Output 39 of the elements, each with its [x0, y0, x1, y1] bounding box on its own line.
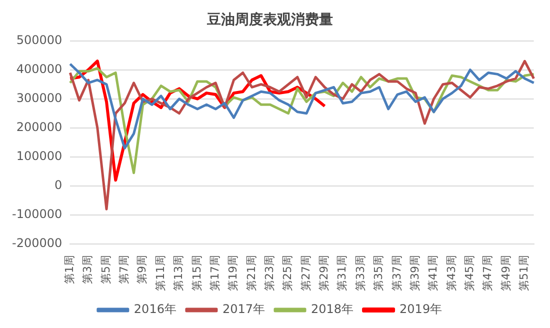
y-tick-label: 500000	[16, 32, 62, 47]
x-tick-label: 第7周	[118, 255, 131, 284]
x-tick-label: 第17周	[208, 255, 222, 292]
x-tick-label: 第41周	[426, 255, 440, 292]
x-tick-label: 第11周	[154, 255, 167, 292]
y-tick-label: 100000	[16, 149, 62, 164]
x-tick-label: 第35周	[372, 255, 386, 292]
x-tick-label: 第45周	[463, 255, 476, 292]
x-tick-label: 第47周	[481, 255, 494, 292]
y-tick-label: 200000	[16, 120, 62, 134]
x-tick-label: 第15周	[190, 255, 204, 292]
x-tick-label: 第51周	[518, 255, 531, 292]
legend-label: 2018年	[311, 302, 354, 316]
x-tick-label: 第21周	[244, 255, 258, 292]
x-tick-label: 第1周	[63, 255, 76, 284]
chart-title: 豆油周度表观消费量	[206, 11, 333, 28]
x-tick-label: 第43周	[444, 255, 458, 292]
legend-label: 2017年	[222, 302, 266, 316]
x-tick-label: 第27周	[299, 255, 312, 292]
x-tick-label: 第37周	[390, 255, 404, 292]
x-tick-label: 第3周	[81, 255, 94, 284]
x-tick-label: 第25周	[281, 255, 294, 292]
x-tick-label: 第33周	[354, 255, 367, 292]
x-tick-label: 第29周	[318, 255, 331, 292]
x-tick-label: 第9周	[136, 255, 149, 284]
x-tick-label: 第49周	[499, 255, 512, 292]
y-tick-label: 0	[54, 178, 62, 192]
y-tick-label: 300000	[16, 90, 62, 105]
x-tick-label: 第13周	[172, 255, 186, 292]
x-tick-label: 第31周	[336, 255, 349, 292]
x-tick-label: 第5周	[99, 255, 112, 284]
legend-label: 2016年	[134, 302, 176, 316]
x-tick-label: 第19周	[226, 255, 240, 292]
x-tick-label: 第39周	[408, 255, 422, 292]
x-tick-label: 第23周	[263, 255, 276, 292]
y-tick-label: 400000	[16, 62, 62, 76]
y-tick-label: -100000	[12, 207, 62, 222]
legend-label: 2019年	[400, 302, 442, 316]
y-tick-label: -200000	[12, 236, 62, 250]
